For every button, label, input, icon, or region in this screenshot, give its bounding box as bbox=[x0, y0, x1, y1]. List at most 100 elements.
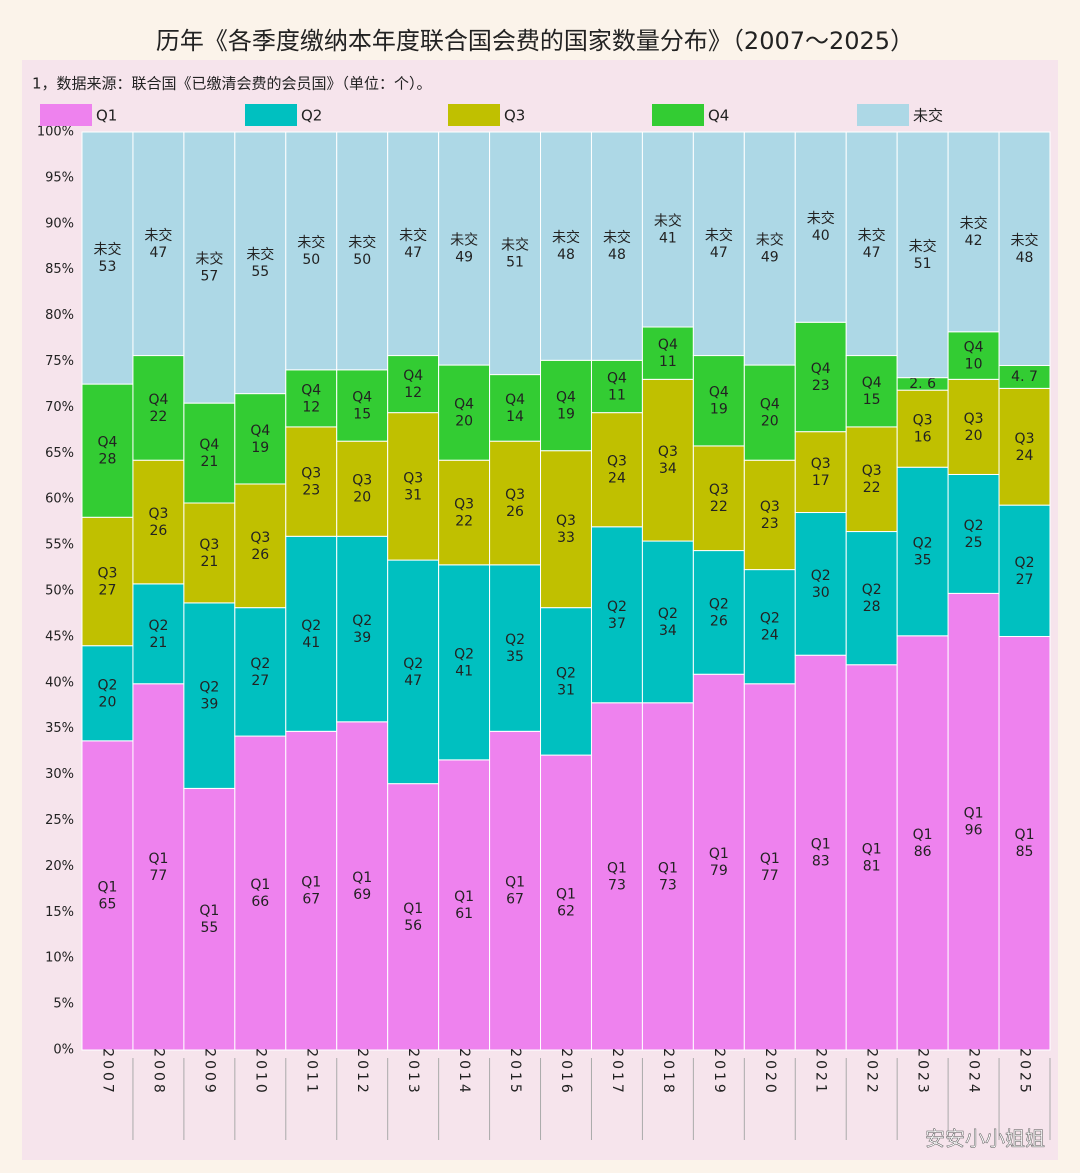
data-label-name: Q2 bbox=[862, 582, 882, 598]
data-label: 35 bbox=[914, 553, 932, 569]
bar-segment bbox=[132, 355, 185, 461]
data-label-name: Q4 bbox=[709, 385, 729, 401]
data-label-name: Q1 bbox=[199, 903, 219, 919]
data-label: 42 bbox=[965, 233, 983, 249]
x-tick-label: 2010 bbox=[252, 1048, 268, 1096]
bar-segment bbox=[234, 131, 287, 395]
data-label: 20 bbox=[353, 490, 371, 506]
data-label-name: Q1 bbox=[709, 846, 729, 862]
data-label-name: Q1 bbox=[454, 889, 474, 905]
y-tick-label: 35% bbox=[45, 721, 74, 736]
bar-segment bbox=[438, 131, 491, 366]
y-tick-label: 20% bbox=[45, 859, 74, 874]
data-label: 20 bbox=[99, 694, 117, 710]
bar-segment bbox=[336, 131, 389, 371]
x-tick-label: 2019 bbox=[711, 1048, 727, 1096]
bar-segment bbox=[947, 378, 1000, 475]
data-label: 47 bbox=[404, 245, 422, 261]
data-label: 23 bbox=[812, 378, 830, 394]
data-label: 85 bbox=[1016, 844, 1034, 860]
x-tick-label: 2023 bbox=[915, 1048, 931, 1096]
x-tick-label: 2025 bbox=[1017, 1048, 1033, 1096]
y-tick-label: 40% bbox=[45, 675, 74, 690]
data-label-name: Q2 bbox=[556, 665, 576, 681]
data-label-name: Q1 bbox=[556, 887, 576, 903]
data-label-name: Q2 bbox=[199, 680, 219, 696]
data-label-name: Q2 bbox=[811, 568, 831, 584]
data-label-name: Q3 bbox=[199, 537, 219, 553]
data-label-name: Q4 bbox=[811, 361, 831, 377]
data-label: 25 bbox=[965, 535, 983, 551]
data-label: 23 bbox=[302, 483, 320, 499]
data-label: 51 bbox=[914, 256, 932, 272]
data-label-name: 未交 bbox=[654, 213, 682, 230]
data-label: 33 bbox=[557, 530, 575, 546]
data-label: 34 bbox=[659, 623, 677, 639]
data-label: 67 bbox=[506, 892, 524, 908]
bar-segment bbox=[845, 131, 898, 357]
bar-segment bbox=[132, 683, 185, 1051]
data-label-name: Q3 bbox=[454, 497, 474, 513]
data-label: 26 bbox=[506, 504, 524, 520]
data-label-name: Q2 bbox=[301, 618, 321, 634]
data-label: 48 bbox=[557, 247, 575, 263]
data-label-name: Q3 bbox=[709, 482, 729, 498]
data-label: 86 bbox=[914, 844, 932, 860]
data-label: 19 bbox=[251, 440, 269, 456]
data-label-name: Q1 bbox=[964, 806, 984, 822]
data-label-name: Q1 bbox=[1015, 827, 1035, 843]
legend-swatch bbox=[245, 104, 297, 126]
bar-segment bbox=[183, 402, 236, 504]
bar-segment bbox=[590, 702, 643, 1051]
y-tick-label: 10% bbox=[45, 951, 74, 966]
data-label-name: Q2 bbox=[250, 656, 270, 672]
data-label: 24 bbox=[608, 471, 626, 487]
watermark: 安安小小姐姐 bbox=[925, 1127, 1045, 1151]
data-label-name: Q1 bbox=[148, 851, 168, 867]
data-label: 41 bbox=[455, 663, 473, 679]
data-label: 49 bbox=[455, 250, 473, 266]
data-label-name: Q2 bbox=[658, 606, 678, 622]
legend-swatch bbox=[652, 104, 704, 126]
bar-segment bbox=[692, 673, 745, 1051]
data-label-name: Q3 bbox=[301, 466, 321, 482]
bar-segment bbox=[132, 131, 185, 357]
data-label: 22 bbox=[710, 499, 728, 515]
y-tick-label: 25% bbox=[45, 813, 74, 828]
y-tick-label: 90% bbox=[45, 216, 74, 231]
data-label: 21 bbox=[200, 554, 218, 570]
data-label-name: 未交 bbox=[807, 210, 835, 227]
x-tick-label: 2015 bbox=[507, 1048, 523, 1096]
bar-segment bbox=[590, 412, 643, 528]
data-label: 48 bbox=[1016, 250, 1034, 266]
data-label-name: Q2 bbox=[352, 613, 372, 629]
data-label-name: Q4 bbox=[607, 370, 627, 386]
data-label: 55 bbox=[251, 264, 269, 280]
data-label-name: Q2 bbox=[1015, 555, 1035, 571]
bar-segment bbox=[896, 389, 949, 468]
data-label-name: Q4 bbox=[250, 423, 270, 439]
data-label-name: 未交 bbox=[858, 227, 886, 244]
data-label-name: Q3 bbox=[760, 499, 780, 515]
data-label: 79 bbox=[710, 863, 728, 879]
data-label-name: Q3 bbox=[98, 565, 118, 581]
data-label-name: 未交 bbox=[960, 215, 988, 232]
legend-label: 未交 bbox=[913, 107, 943, 125]
bar-segment bbox=[234, 735, 287, 1051]
data-label-name: Q2 bbox=[148, 618, 168, 634]
data-label: 24 bbox=[1016, 448, 1034, 464]
data-label-name: 未交 bbox=[246, 246, 274, 263]
data-label: 4. 7 bbox=[1011, 369, 1038, 385]
data-label: 26 bbox=[710, 613, 728, 629]
data-label: 22 bbox=[455, 514, 473, 530]
data-label: 22 bbox=[863, 480, 881, 496]
data-label: 12 bbox=[302, 399, 320, 415]
data-label-name: 未交 bbox=[552, 229, 580, 246]
data-label: 39 bbox=[200, 697, 218, 713]
legend-swatch bbox=[40, 104, 92, 126]
data-label: 15 bbox=[863, 392, 881, 408]
y-tick-label: 85% bbox=[45, 262, 74, 277]
data-label: 11 bbox=[608, 387, 626, 403]
bar-segment bbox=[438, 564, 491, 761]
